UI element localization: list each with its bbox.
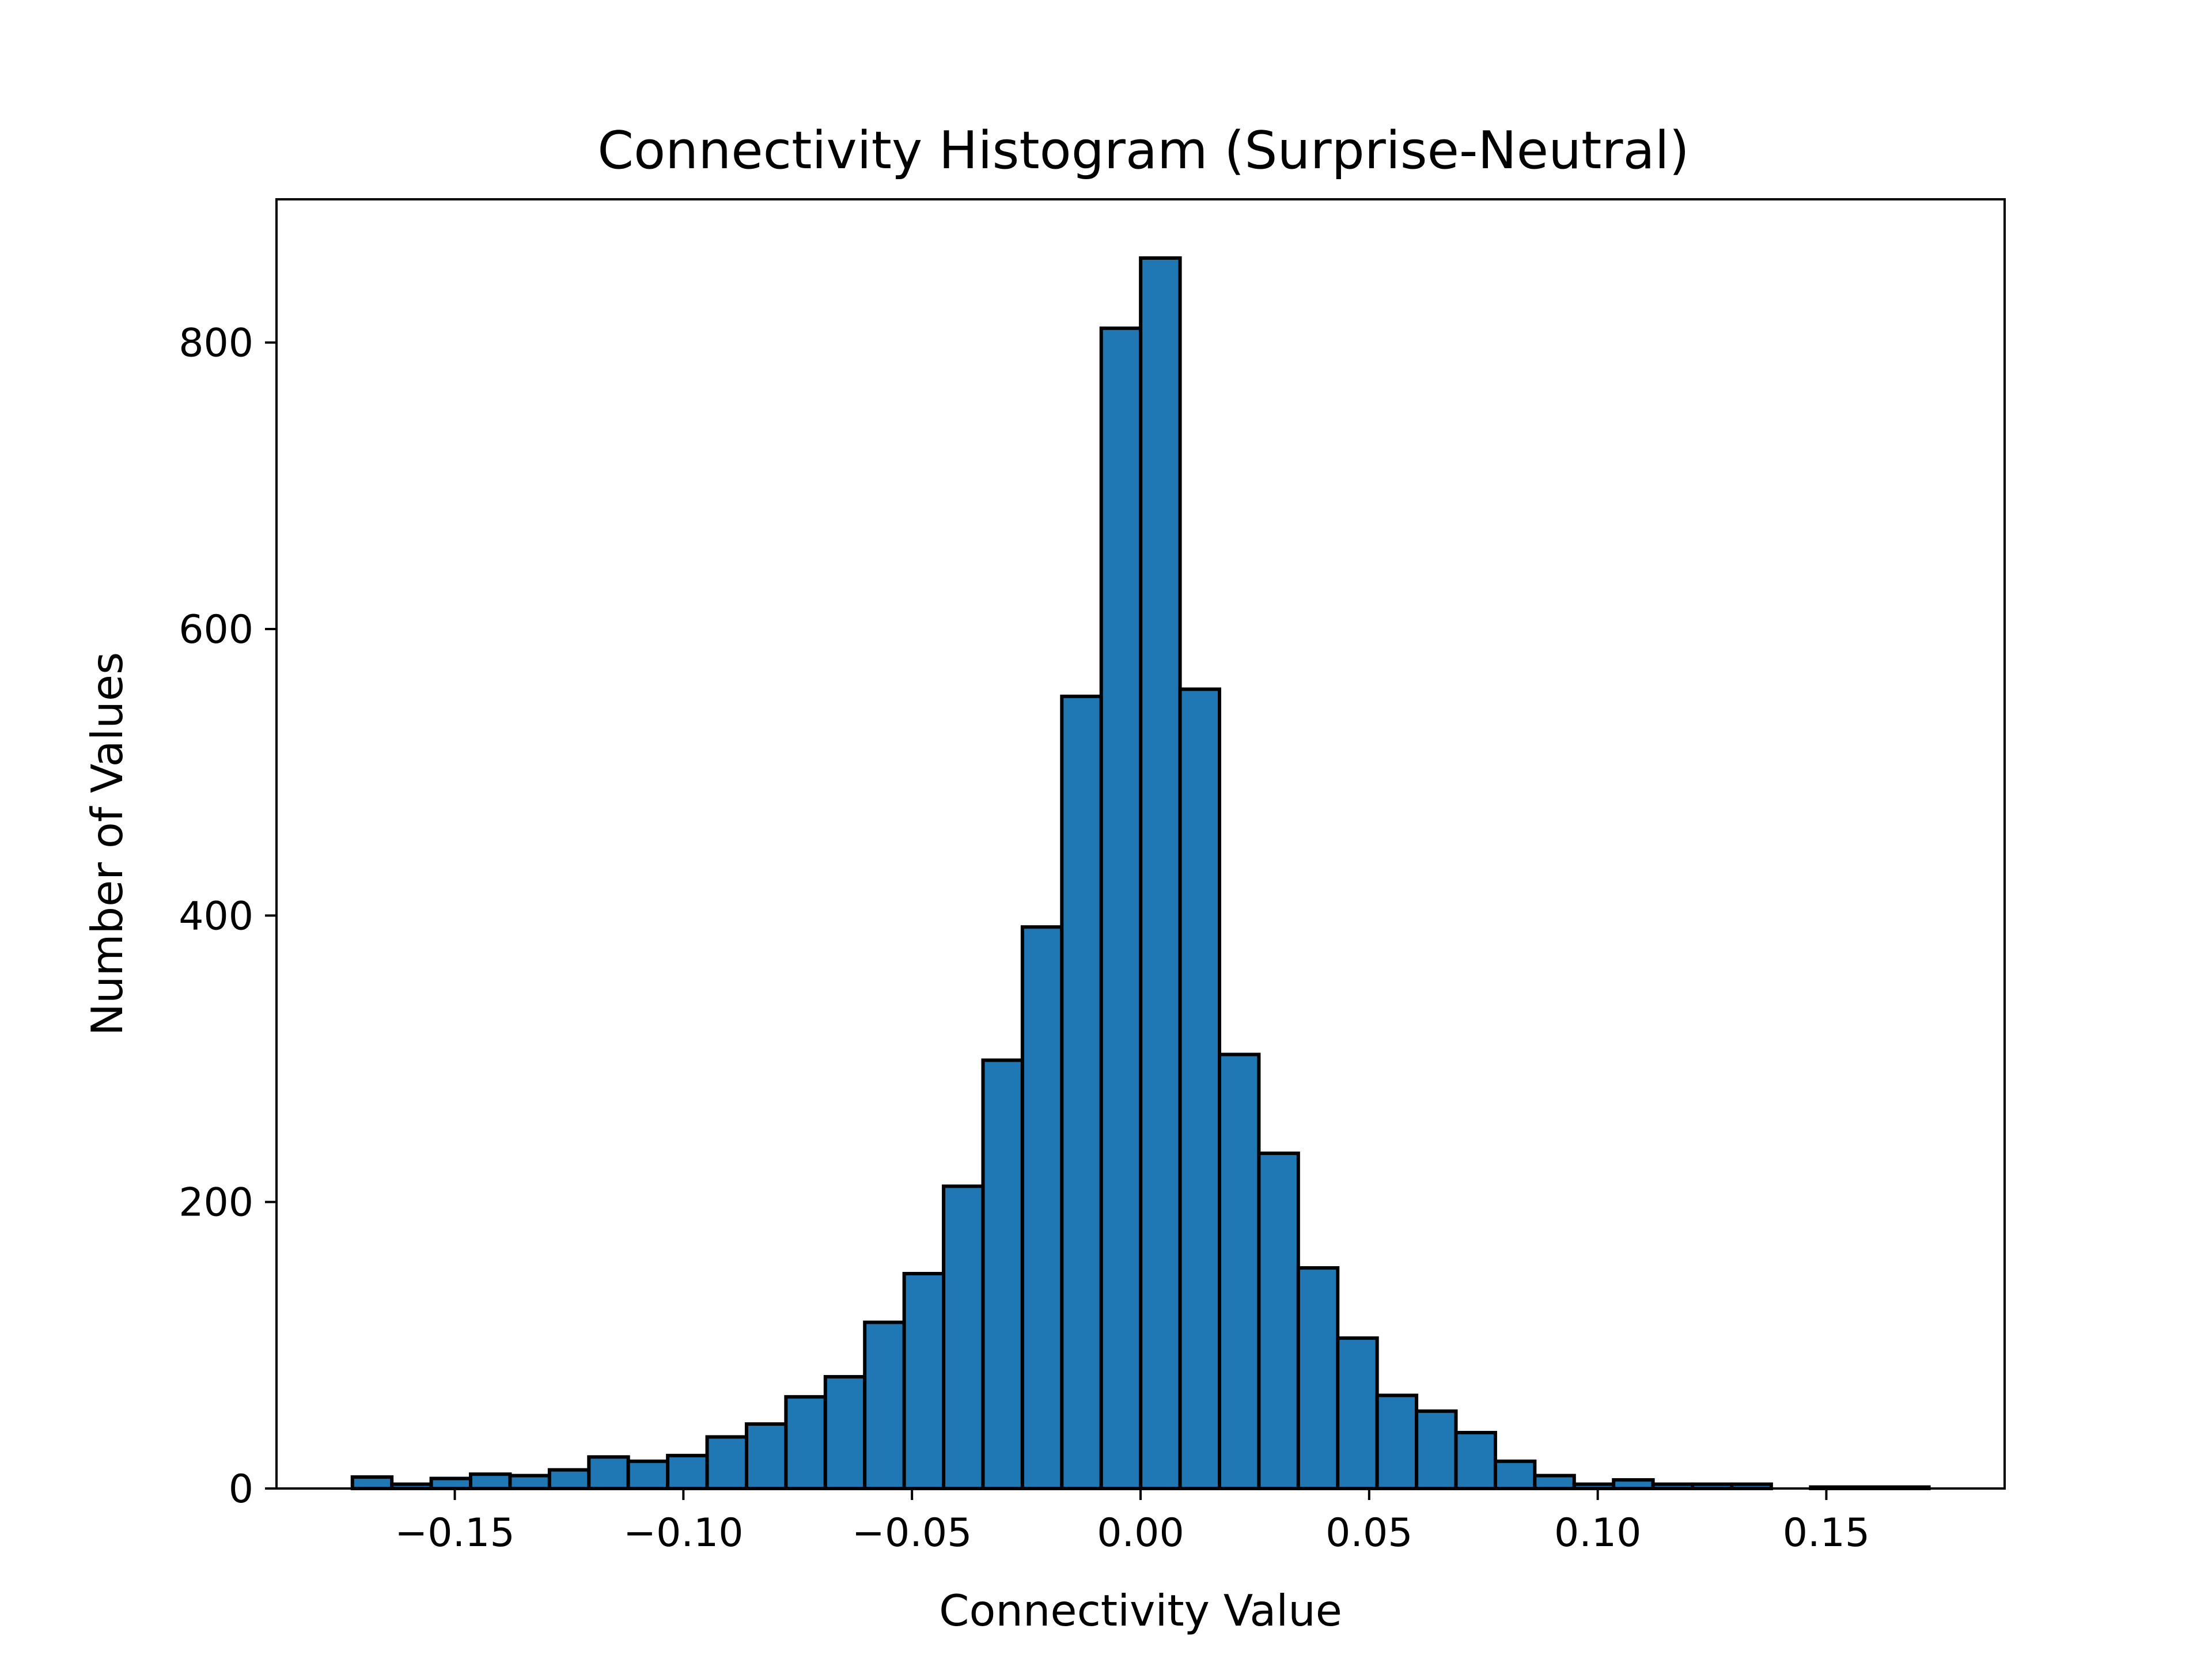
y-axis: 0 200 400 600 800	[179, 321, 276, 1512]
x-tick-label: −0.05	[852, 1510, 972, 1556]
bars-group	[350, 256, 1931, 1491]
histogram-bar	[981, 1058, 1024, 1490]
histogram-bar	[1139, 256, 1182, 1490]
histogram-bar	[942, 1184, 985, 1490]
y-tick-label: 800	[179, 321, 253, 366]
histogram-bar	[1415, 1409, 1458, 1490]
histogram-bar	[1375, 1393, 1419, 1491]
histogram-bar	[1533, 1474, 1576, 1491]
x-tick-label: 0.15	[1783, 1510, 1870, 1556]
histogram-bar	[508, 1474, 551, 1491]
histogram-bar	[1020, 925, 1064, 1490]
histogram-bar	[1336, 1336, 1379, 1490]
x-tick-label: 0.00	[1097, 1510, 1184, 1556]
x-axis-label: Connectivity Value	[939, 1585, 1342, 1636]
histogram-bar	[547, 1468, 591, 1491]
y-axis-label: Number of Values	[82, 652, 132, 1036]
histogram-bar	[1218, 1052, 1261, 1491]
histogram-bar	[1257, 1152, 1300, 1490]
histogram-bar	[1454, 1431, 1497, 1491]
y-tick-label: 200	[179, 1180, 253, 1226]
x-tick-label: −0.10	[623, 1510, 743, 1556]
x-tick-label: 0.10	[1554, 1510, 1641, 1556]
histogram-bar	[1296, 1266, 1340, 1490]
x-tick-label: −0.15	[395, 1510, 514, 1556]
histogram-bar	[429, 1476, 473, 1490]
histogram-bar	[587, 1455, 630, 1490]
histogram-bar	[469, 1472, 512, 1490]
y-tick-label: 400	[179, 893, 253, 939]
chart-title: Connectivity Histogram (Surprise-Neutral…	[597, 120, 1690, 181]
histogram-bar	[1493, 1459, 1537, 1491]
histogram-bar	[1612, 1478, 1655, 1491]
histogram-bar	[863, 1320, 906, 1490]
histogram-bar	[1178, 687, 1221, 1490]
y-tick-label: 600	[179, 607, 253, 653]
histogram-bar	[666, 1453, 709, 1490]
y-tick-label: 0	[229, 1467, 253, 1512]
histogram-bar	[705, 1435, 748, 1490]
histogram-bar	[1099, 326, 1143, 1490]
histogram-bar	[350, 1475, 394, 1491]
x-axis: −0.15 −0.10 −0.05 0.00 0.05 0.10 0.15	[395, 1488, 1870, 1556]
histogram-bar	[626, 1459, 670, 1491]
histogram-bar	[784, 1395, 827, 1490]
x-tick-label: 0.05	[1325, 1510, 1412, 1556]
histogram-bar	[744, 1422, 788, 1491]
histogram-bar	[902, 1272, 946, 1490]
histogram-bar	[823, 1375, 867, 1491]
histogram-bar	[1060, 694, 1103, 1490]
